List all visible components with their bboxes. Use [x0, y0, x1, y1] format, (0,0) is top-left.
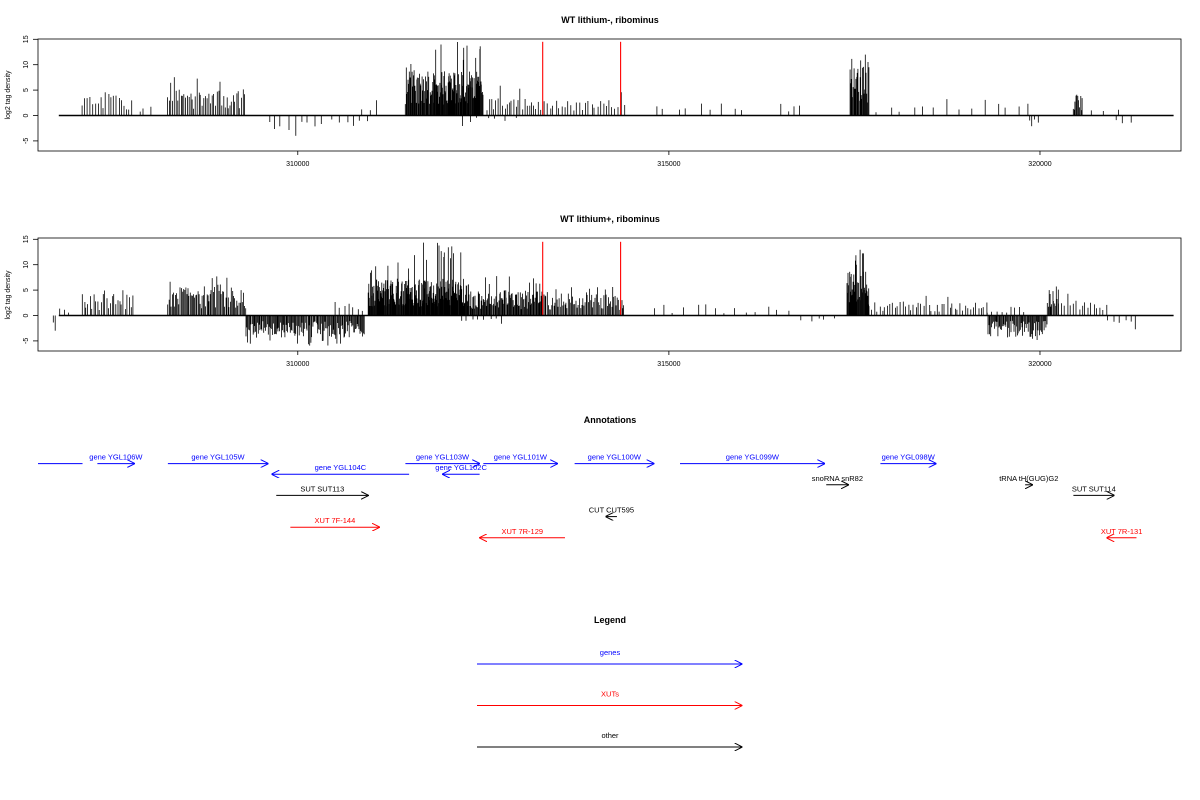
feature-label: XUT 7R-131 — [1101, 527, 1143, 536]
feature-label: gene YGL099W — [726, 453, 780, 462]
track-lithium-minus: WT lithium-, ribominus log2 tag density … — [5, 15, 1182, 168]
feature-label: gene YGL098W — [882, 453, 936, 462]
feature-label: tRNA tH(GUG)G2 — [999, 474, 1058, 483]
y-tick-label: 10 — [23, 261, 30, 269]
y-tick-label: 0 — [23, 313, 30, 317]
feature-label: gene YGL100W — [588, 453, 642, 462]
red-markers — [542, 241, 622, 316]
feature-label: XUT 7F-144 — [315, 516, 356, 525]
y-tick-label: 15 — [23, 235, 30, 243]
x-axis: 310000 315000 320000 — [286, 351, 1052, 368]
y-axis: -5 0 5 10 15 — [23, 235, 38, 344]
track-title: WT lithium-, ribominus — [561, 15, 659, 25]
feature-label: gene YGL106W — [89, 453, 143, 462]
feature-label: CUT CUT595 — [589, 506, 634, 515]
y-tick-label: 0 — [23, 113, 30, 117]
x-tick-label: 315000 — [657, 161, 680, 168]
x-tick-label: 315000 — [657, 361, 680, 368]
x-axis: 310000 315000 320000 — [286, 151, 1052, 168]
feature-label: gene YGL103W — [416, 453, 470, 462]
y-tick-label: 15 — [23, 35, 30, 43]
plot-frame — [37, 237, 1182, 352]
feature-label: snoRNA snR82 — [812, 474, 863, 483]
x-tick-label: 310000 — [286, 361, 309, 368]
y-axis: -5 0 5 10 15 — [23, 35, 38, 144]
annotations-panel: Annotations gene YGL106W gene YGL105Wgene… — [38, 415, 1142, 538]
feature-arrows: gene YGL106W gene YGL105W gene YGL104C gene… — [38, 453, 1142, 538]
x-tick-label: 320000 — [1028, 161, 1051, 168]
feature-label: gene YGL101W — [494, 453, 548, 462]
y-tick-label: 10 — [23, 61, 30, 69]
y-tick-label: 5 — [23, 288, 30, 292]
track-lithium-plus: WT lithium+, ribominus log2 tag density … — [5, 214, 1182, 368]
x-tick-label: 320000 — [1028, 361, 1051, 368]
legend-title: Legend — [594, 615, 626, 625]
legend-label: genes — [600, 648, 621, 657]
feature-label: gene YGL104C — [315, 463, 367, 472]
plot-frame — [37, 38, 1182, 152]
annotations-title: Annotations — [584, 415, 637, 425]
density-bars — [52, 242, 1136, 346]
feature-label: gene YGL105W — [191, 453, 245, 462]
feature-label: SUT SUT114 — [1072, 484, 1116, 493]
track-title: WT lithium+, ribominus — [560, 214, 660, 224]
y-tick-label: -5 — [23, 138, 30, 144]
y-axis-label: log2 tag density — [5, 270, 12, 320]
legend-items: genes XUTs other — [477, 648, 742, 747]
y-axis-label: log2 tag density — [5, 70, 12, 120]
y-tick-label: -5 — [23, 338, 30, 344]
y-tick-label: 5 — [23, 88, 30, 92]
feature-label: gene YGL102C — [435, 463, 487, 472]
legend-label: other — [601, 731, 619, 740]
x-tick-label: 310000 — [286, 161, 309, 168]
red-markers — [542, 41, 622, 116]
feature-label: XUT 7R-129 — [502, 527, 544, 536]
feature-label: SUT SUT113 — [300, 484, 344, 493]
density-bars — [81, 42, 1132, 136]
legend: Legend genes XUTs other — [477, 615, 742, 747]
legend-label: XUTs — [601, 690, 619, 699]
